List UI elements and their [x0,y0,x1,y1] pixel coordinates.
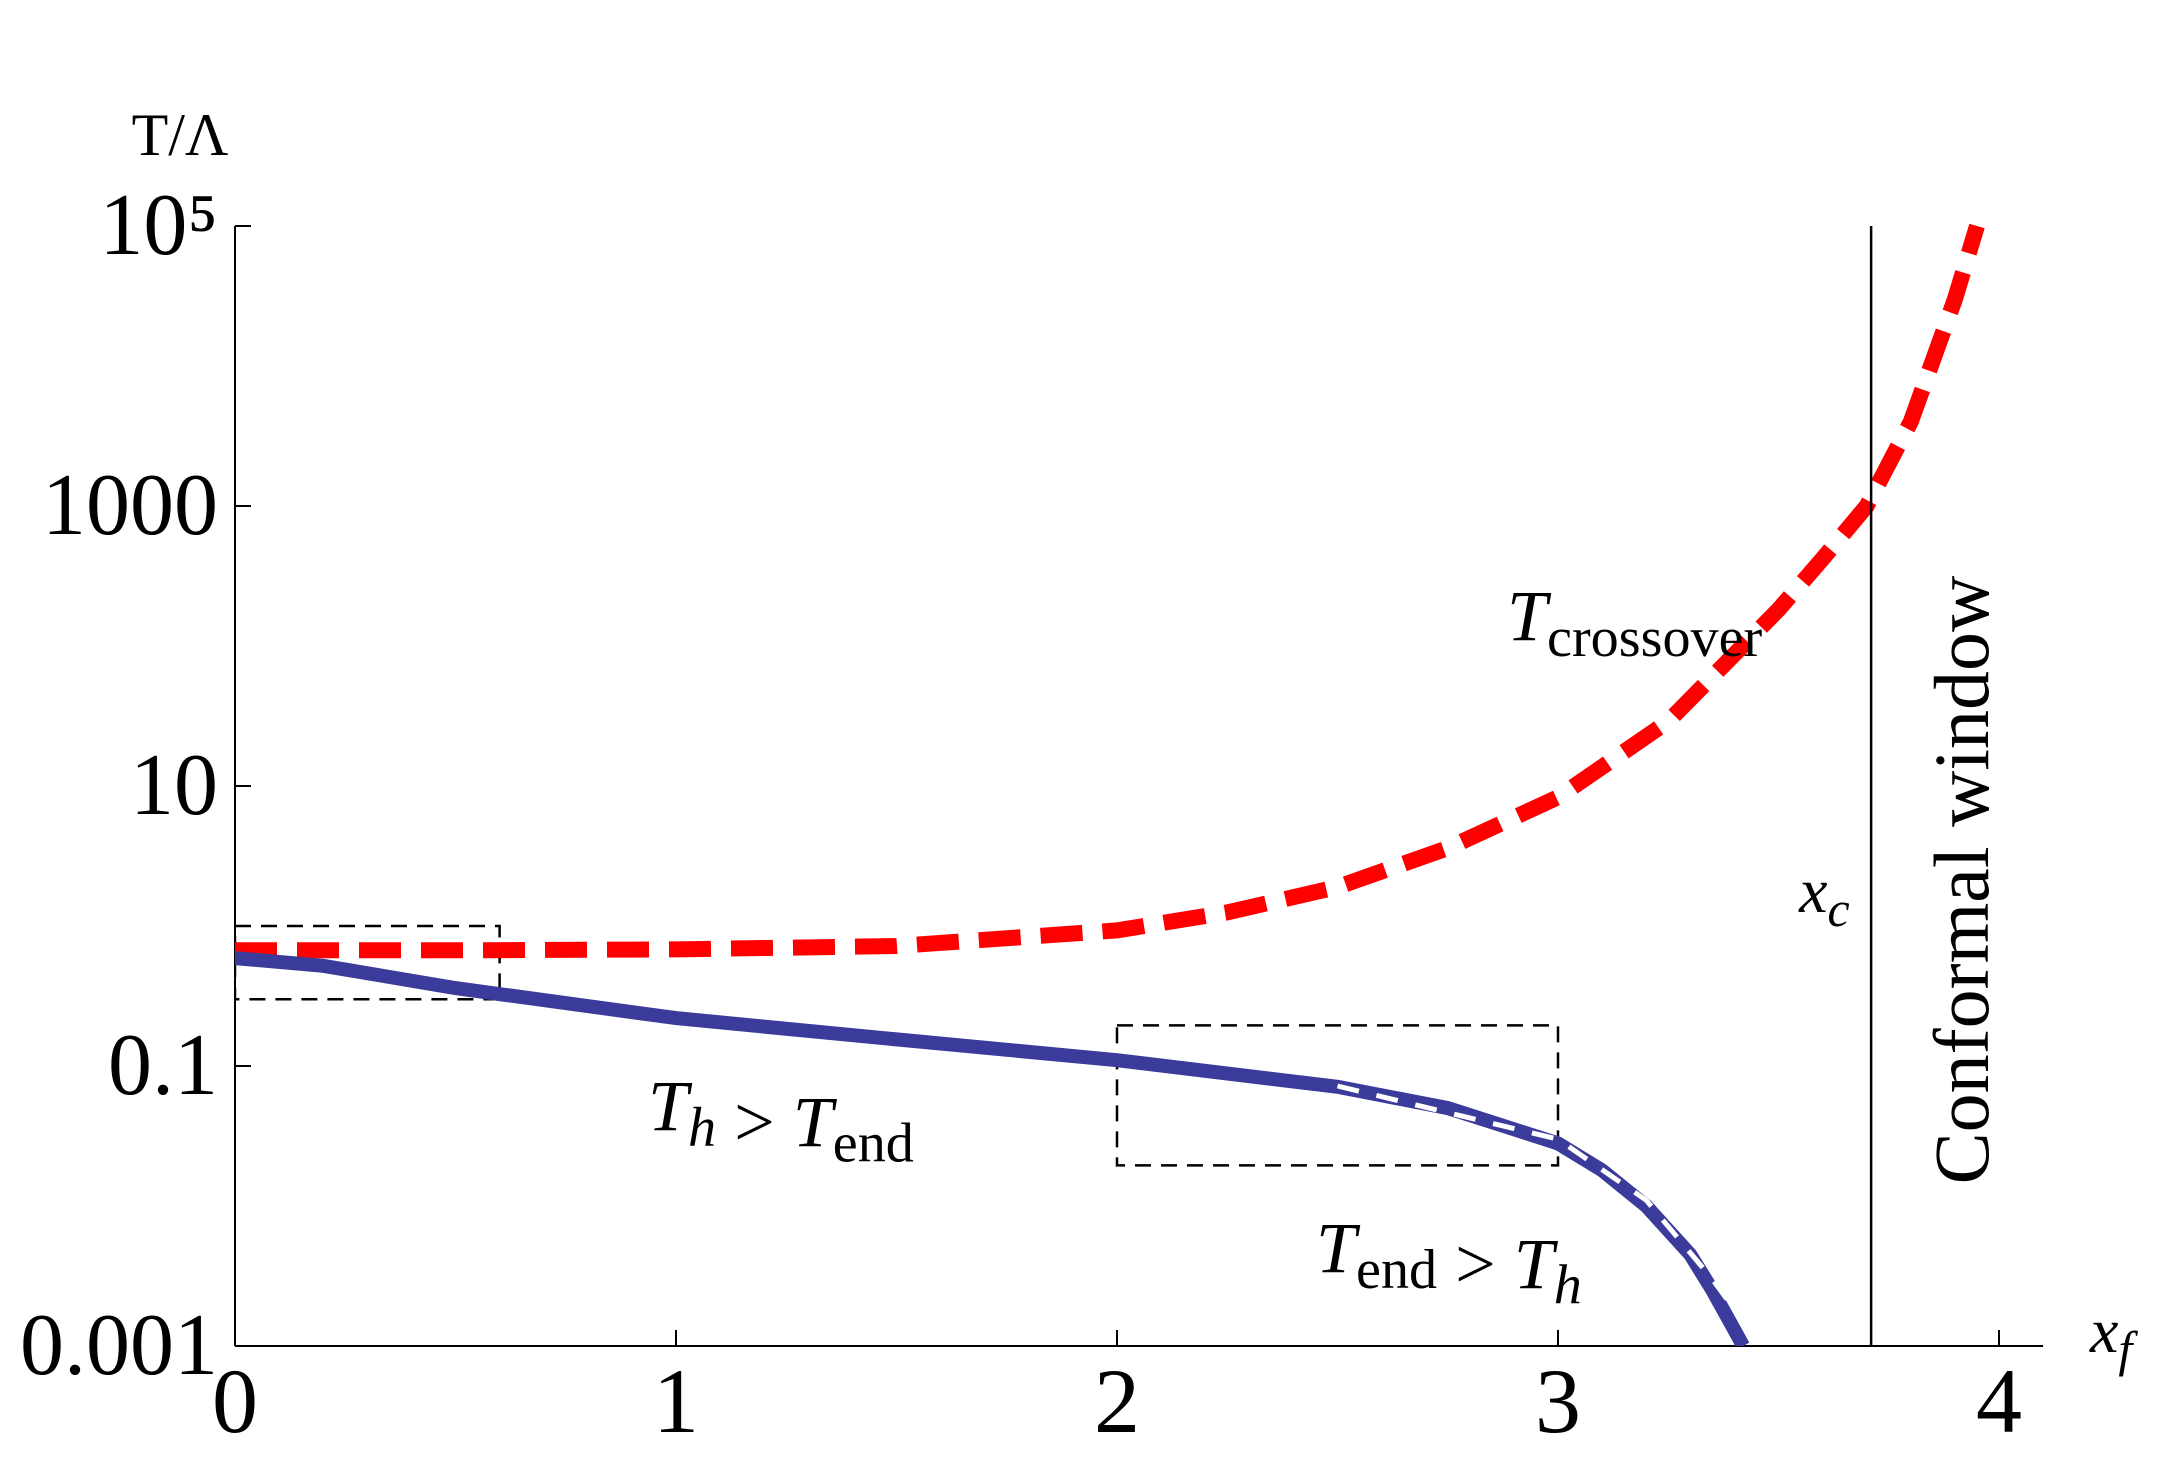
x-tick-label: 1 [653,1350,699,1452]
annotation-text: T [1316,1208,1361,1288]
y-tick-label: 0.001 [20,1297,218,1394]
annotation-text: T [793,1082,838,1162]
y-axis-label: T/Λ [132,102,229,168]
region-box [235,924,501,1001]
series-line [1336,1083,1763,1346]
x-tick-label: 3 [1535,1350,1581,1452]
annotation-text: T [1514,1224,1559,1304]
annotation-sub: crossover [1547,607,1762,669]
annotation-text: T [1507,576,1552,656]
annotation-text: > [1437,1224,1514,1304]
region-label: Conformal window [1918,576,2005,1185]
annotation-sub: h [688,1097,716,1159]
critical-label: xc [1798,855,1850,937]
plot-area [235,223,1985,1346]
series-line [235,223,1985,959]
y-tick-label: 10⁵ [99,177,218,274]
x-axis-label-text: x [2089,1295,2118,1366]
region-box [1115,1024,1560,1167]
annotation-text: > [716,1082,793,1162]
critical-label-sub: c [1828,882,1850,937]
x-axis-label: xf [2089,1295,2138,1377]
annotation-sub: end [1356,1239,1437,1301]
annotation-sub: end [833,1113,914,1175]
x-axis-label-sub: f [2118,1322,2138,1377]
annotation-sub: h [1554,1255,1582,1317]
annotation: Tcrossover [1507,576,1763,669]
x-tick-label: 4 [1976,1350,2022,1452]
annotation: Tend > Th [1316,1208,1582,1317]
annotation-text: T [648,1066,693,1146]
y-tick-label: 0.1 [108,1017,218,1114]
annotation: Th > Tend [648,1066,914,1175]
x-tick-label: 0 [212,1350,258,1452]
x-tick-label: 2 [1094,1350,1140,1452]
y-tick-label: 1000 [42,457,218,554]
y-tick-label: 10 [130,737,218,834]
critical-label-text: x [1798,855,1827,926]
series-line [235,951,1750,1346]
